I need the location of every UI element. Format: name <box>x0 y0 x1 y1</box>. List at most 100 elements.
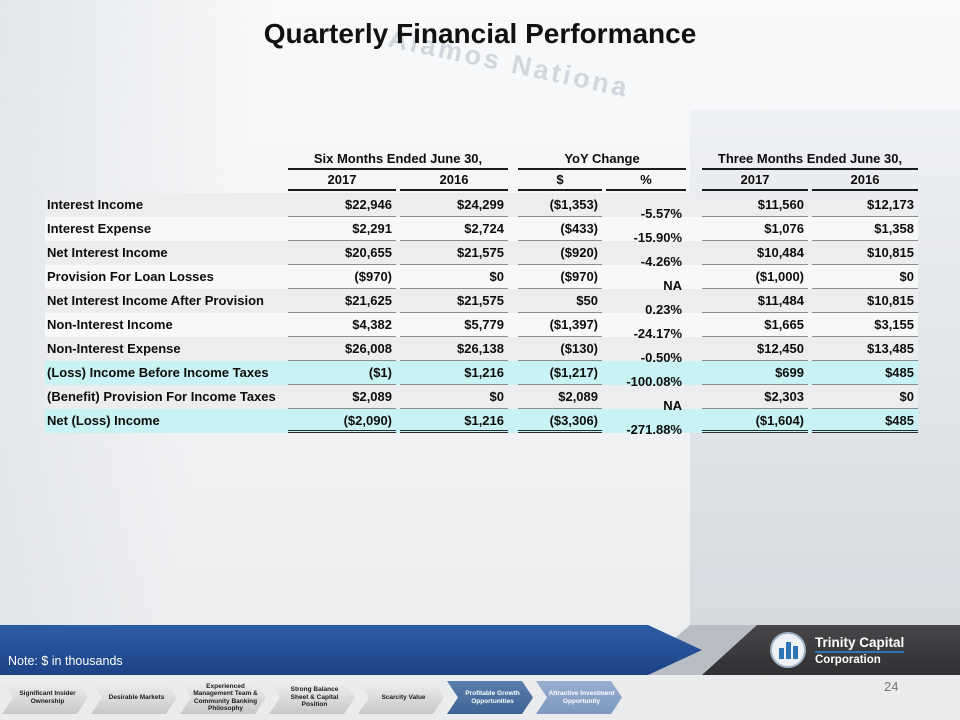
yoy-percent-value: -24.17% <box>633 326 682 341</box>
cell-six-2017: ($1) <box>288 361 396 385</box>
table-row: Provision For Loan Losses ($970) $0 ($97… <box>45 265 918 293</box>
row-label: (Benefit) Provision For Income Taxes <box>47 389 276 404</box>
column-gap <box>686 265 702 289</box>
column-gap <box>45 170 288 191</box>
table-body: Interest Income $22,946 $24,299 ($1,353)… <box>45 193 918 437</box>
cell-three-2016: $1,358 <box>812 217 918 241</box>
cell-six-2016: $1,216 <box>400 361 508 385</box>
yoy-percent-value: 0.23% <box>645 302 682 317</box>
col-header-six-2017: 2017 <box>288 170 396 191</box>
column-gap <box>508 265 518 289</box>
chevron-label: Profitable Growth Opportunities <box>465 690 520 705</box>
row-label: Non-Interest Income <box>47 317 173 332</box>
yoy-percent-value: -100.08% <box>626 374 682 389</box>
cell-yoy-dollar: ($1,397) <box>518 313 602 337</box>
cell-yoy-dollar: ($970) <box>518 265 602 289</box>
row-label: Net Interest Income After Provision <box>47 293 264 308</box>
cell-six-2016: $2,724 <box>400 217 508 241</box>
cell-yoy-percent: -271.88% <box>606 409 686 437</box>
cell-yoy-percent: -5.57% <box>606 193 686 221</box>
cell-six-2017: $22,946 <box>288 193 396 217</box>
footer-chevron-balance-sheet: Strong Balance Sheet & Capital Position <box>269 681 355 714</box>
cell-yoy-percent: NA <box>606 385 686 413</box>
cell-yoy-percent: -100.08% <box>606 361 686 389</box>
cell-yoy-percent: -0.50% <box>606 337 686 365</box>
col-header-three-2016: 2016 <box>812 170 918 191</box>
col-group-three-months: Three Months Ended June 30, <box>702 150 918 170</box>
column-gap <box>508 217 518 241</box>
row-label: Provision For Loan Losses <box>47 269 214 284</box>
cell-yoy-percent: 0.23% <box>606 289 686 317</box>
cell-three-2016: $10,815 <box>812 289 918 313</box>
column-gap <box>508 170 518 191</box>
cell-six-2016: $21,575 <box>400 241 508 265</box>
col-header-yoy-dollar: $ <box>518 170 602 191</box>
column-gap <box>508 409 518 433</box>
cell-three-2017: $11,560 <box>702 193 808 217</box>
cell-three-2016: $12,173 <box>812 193 918 217</box>
column-gap <box>508 193 518 217</box>
cell-three-2016: $3,155 <box>812 313 918 337</box>
row-label: Non-Interest Expense <box>47 341 181 356</box>
cell-six-2017: $4,382 <box>288 313 396 337</box>
yoy-percent-value: -4.26% <box>640 254 682 269</box>
cell-three-2016: $13,485 <box>812 337 918 361</box>
yoy-percent-value: -15.90% <box>633 230 682 245</box>
column-gap <box>686 313 702 337</box>
cell-three-2016: $485 <box>812 409 918 433</box>
cell-yoy-percent: -4.26% <box>606 241 686 269</box>
cell-yoy-dollar: ($920) <box>518 241 602 265</box>
cell-six-2017: ($2,090) <box>288 409 396 433</box>
cell-yoy-dollar: $2,089 <box>518 385 602 409</box>
cell-three-2017: ($1,000) <box>702 265 808 289</box>
cell-yoy-percent: -24.17% <box>606 313 686 341</box>
column-gap <box>686 361 702 385</box>
cell-three-2017: $11,484 <box>702 289 808 313</box>
cell-three-2017: ($1,604) <box>702 409 808 433</box>
yoy-percent-value: -0.50% <box>640 350 682 365</box>
column-gap <box>686 409 702 433</box>
column-gap <box>686 217 702 241</box>
building-bars-icon <box>770 632 806 668</box>
cell-yoy-dollar: ($3,306) <box>518 409 602 433</box>
page-title: Quarterly Financial Performance <box>263 18 697 49</box>
yoy-percent-value: NA <box>663 278 682 293</box>
footer-chevron-insider-ownership: Significant Insider Ownership <box>2 681 88 714</box>
cell-yoy-percent: NA <box>606 265 686 293</box>
company-logo-text: Trinity Capital Corporation <box>815 635 905 666</box>
column-gap <box>508 337 518 361</box>
footer-blue-band <box>0 625 702 675</box>
footer-chevron-scarcity-value: Scarcity Value <box>358 681 444 714</box>
chevron-label: Significant Insider Ownership <box>19 690 76 705</box>
row-label: Net (Loss) Income <box>47 413 160 428</box>
column-gap <box>508 385 518 409</box>
row-label: Net Interest Income <box>47 245 168 260</box>
cell-six-2017: $20,655 <box>288 241 396 265</box>
col-header-three-2017: 2017 <box>702 170 808 191</box>
footer-chevron-investment-opportunity: Attractive Investment Opportunity <box>536 681 622 714</box>
cell-three-2017: $699 <box>702 361 808 385</box>
cell-three-2017: $1,665 <box>702 313 808 337</box>
cell-six-2017: $2,089 <box>288 385 396 409</box>
yoy-percent-value: -271.88% <box>626 422 682 437</box>
column-gap <box>45 150 288 170</box>
company-logo: Trinity Capital Corporation <box>770 632 905 668</box>
column-gap <box>686 170 702 191</box>
cell-six-2017: $26,008 <box>288 337 396 361</box>
row-label: Interest Income <box>47 197 144 212</box>
column-gap <box>686 337 702 361</box>
footnote: Note: $ in thousands <box>8 654 123 668</box>
table-row: Non-Interest Expense $26,008 $26,138 ($1… <box>45 337 918 365</box>
cell-six-2017: $21,625 <box>288 289 396 313</box>
column-gap <box>686 150 702 170</box>
column-gap <box>508 289 518 313</box>
page-number: 24 <box>884 679 899 694</box>
column-gap <box>686 289 702 313</box>
table-row: (Benefit) Provision For Income Taxes $2,… <box>45 385 918 413</box>
cell-yoy-dollar: $50 <box>518 289 602 313</box>
table-row-highlighted: (Loss) Income Before Income Taxes ($1) $… <box>45 361 918 389</box>
column-gap <box>686 385 702 409</box>
chevron-label: Experienced Management Team & Community … <box>193 682 258 712</box>
cell-six-2016: $26,138 <box>400 337 508 361</box>
table-row: Non-Interest Income $4,382 $5,779 ($1,39… <box>45 313 918 341</box>
